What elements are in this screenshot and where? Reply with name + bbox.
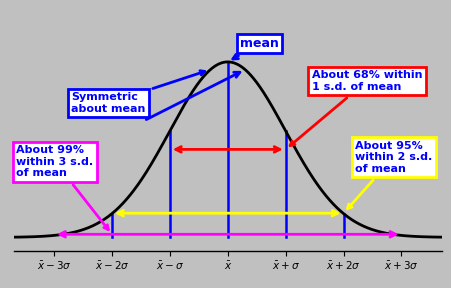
Text: Symmetric
about mean: Symmetric about mean	[71, 71, 205, 114]
Text: About 99%
within 3 s.d.
of mean: About 99% within 3 s.d. of mean	[16, 145, 108, 230]
Text: About 95%
within 2 s.d.
of mean: About 95% within 2 s.d. of mean	[347, 141, 433, 209]
Text: About 68% within
1 s.d. of mean: About 68% within 1 s.d. of mean	[290, 70, 422, 146]
Text: mean: mean	[233, 37, 279, 59]
